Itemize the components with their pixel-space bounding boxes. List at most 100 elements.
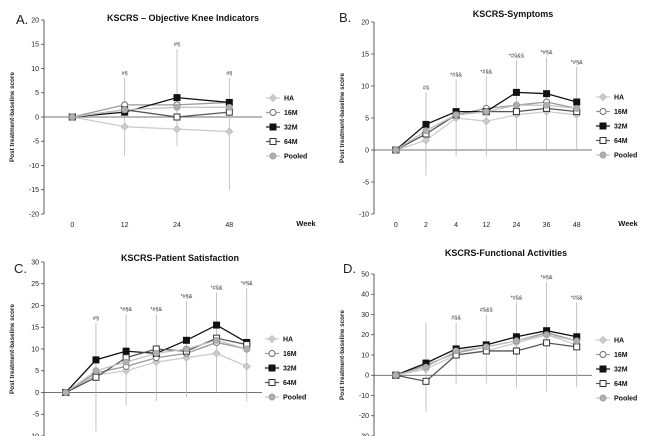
legend-label: Pooled — [614, 153, 637, 160]
data-point-pooled — [452, 111, 460, 119]
y-tick-label: 10 — [361, 352, 369, 359]
data-point-pooled — [573, 104, 581, 112]
legend-marker — [598, 335, 608, 345]
chart-objective-knee-indicators: A. KSCRS – Objective Knee Indicators 20 15 1… — [9, 12, 317, 229]
y-tick-label: -5 — [363, 179, 369, 186]
legend-marker — [599, 137, 607, 144]
y-tick-label: 0 — [35, 390, 39, 397]
data-point-pooled — [512, 101, 520, 109]
y-tick-label: 0 — [365, 373, 369, 380]
significance-annotation: *#§& — [571, 295, 583, 301]
panel-objective-knee-indicators: A. KSCRS – Objective Knee Indicators 20 15 1… — [0, 0, 330, 229]
legend-label: HA — [283, 337, 293, 344]
data-point-pooled — [62, 389, 70, 396]
x-axis-label: Week — [618, 219, 638, 228]
legend-marker — [269, 138, 277, 145]
significance-annotation: #§& — [451, 316, 461, 322]
x-tick-label: 2 — [424, 222, 428, 229]
legend-marker — [599, 351, 607, 358]
legend-marker — [268, 93, 278, 103]
legend-marker — [268, 379, 276, 386]
series-line-32m — [72, 96, 230, 118]
y-tick-label: 15 — [361, 51, 369, 58]
data-point-pooled — [225, 103, 233, 111]
significance-annotation: *#§& — [450, 73, 462, 79]
data-point-pooled — [422, 127, 430, 135]
data-point-64m — [92, 373, 100, 381]
x-tick-label: 36 — [543, 222, 551, 229]
y-tick-label: 20 — [361, 19, 369, 26]
panel-letter: C. — [14, 261, 27, 276]
significance-annotation: #§&§ — [480, 308, 493, 314]
data-point-32m — [543, 90, 551, 98]
data-point-pooled — [68, 113, 76, 121]
legend-marker — [599, 380, 607, 387]
legend-label: 16M — [614, 109, 628, 116]
data-point-ha — [225, 127, 234, 136]
series-line-ha — [72, 116, 230, 133]
y-tick-label: 0 — [35, 114, 39, 121]
y-tick-label: -10 — [29, 433, 39, 436]
y-tick-label: 15 — [31, 42, 39, 49]
data-point-pooled — [182, 345, 190, 353]
y-tick-label: 5 — [35, 368, 39, 375]
significance-annotation: *#§& — [211, 285, 223, 291]
data-point-32m — [573, 98, 581, 106]
legend-label: Pooled — [284, 154, 307, 161]
significance-annotation: *#§& — [571, 60, 583, 66]
data-point-pooled — [392, 146, 400, 154]
legend-label: 32M — [614, 124, 628, 131]
data-point-ha — [482, 117, 491, 126]
y-axis-label: Post treatment-baseline score — [339, 73, 346, 163]
significance-annotation: #§ — [93, 316, 99, 322]
significance-annotation: *#§& — [541, 275, 553, 281]
significance-annotation: *#§& — [541, 50, 553, 56]
legend-label: 32M — [284, 125, 298, 132]
data-point-pooled — [392, 371, 400, 379]
legend-marker — [269, 152, 277, 160]
data-point-pooled — [422, 363, 430, 371]
data-point-64m — [422, 377, 430, 385]
legend-marker — [599, 122, 607, 130]
data-point-64m — [173, 113, 181, 121]
data-point-32m — [122, 347, 130, 355]
legend-label: 64M — [614, 381, 628, 388]
legend-marker — [268, 364, 276, 372]
legend-label: Pooled — [614, 396, 637, 403]
x-tick-label: 12 — [482, 222, 490, 229]
data-point-64m — [512, 347, 520, 355]
data-point-32m — [182, 336, 190, 344]
x-tick-label: 48 — [225, 222, 233, 229]
data-point-pooled — [243, 345, 251, 353]
significance-annotation: #§ — [226, 71, 232, 77]
y-tick-label: -20 — [29, 211, 39, 218]
y-tick-label: 0 — [365, 147, 369, 154]
data-point-64m — [512, 108, 520, 116]
legend-marker — [268, 350, 276, 357]
data-point-pooled — [543, 101, 551, 109]
data-point-pooled — [122, 358, 130, 366]
significance-annotation: *#§& — [120, 307, 132, 313]
data-point-pooled — [512, 337, 520, 345]
data-point-pooled — [92, 367, 100, 375]
data-point-pooled — [121, 106, 129, 114]
y-tick-label: 5 — [365, 115, 369, 122]
legend-marker — [267, 334, 277, 344]
data-point-pooled — [152, 349, 160, 357]
legend-marker — [599, 394, 607, 402]
data-point-ha — [242, 362, 251, 371]
panel-functional-activities: D. KSCRS-Functional Activities 50 40 30 20 10 0… — [330, 218, 660, 436]
panel-symptoms: B. KSCRS-Symptoms 20 15 10 5 0 -5 -10 Post treatm… — [330, 0, 660, 229]
y-tick-label: 30 — [31, 259, 39, 266]
legend-marker — [269, 109, 277, 116]
data-point-32m — [512, 88, 520, 96]
y-tick-label: -10 — [29, 163, 39, 170]
data-point-ha — [172, 125, 182, 134]
y-axis-label: Post treatment-baseline score — [339, 310, 346, 400]
y-axis-label: Post treatment-baseline score — [9, 304, 16, 394]
chart-title: KSCRS-Functional Activities — [445, 248, 567, 258]
data-point-32m — [422, 120, 430, 128]
significance-annotation: *#§& — [241, 281, 253, 287]
legend-label: HA — [614, 95, 624, 102]
